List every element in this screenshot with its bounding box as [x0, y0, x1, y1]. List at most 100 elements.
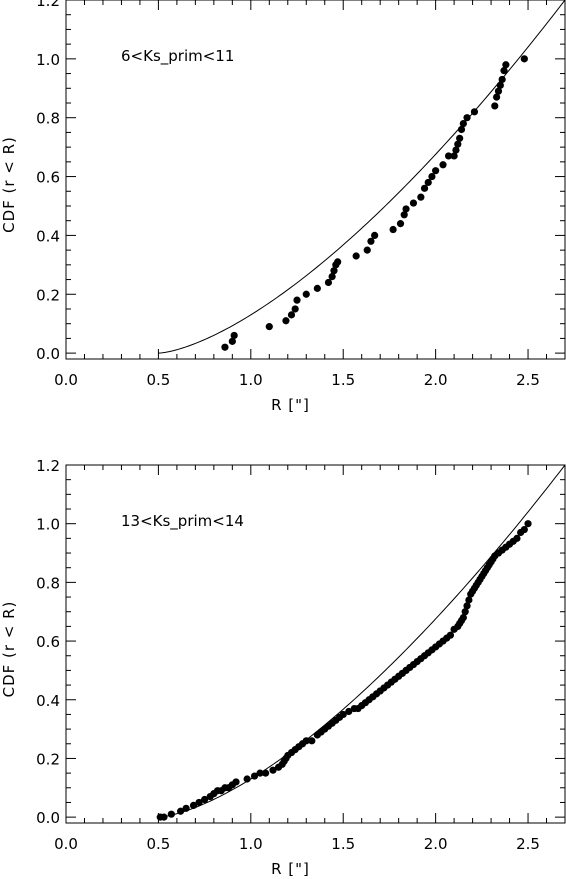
- x-tick-label: 1.0: [239, 371, 263, 389]
- x-tick-label: 1.5: [331, 835, 355, 853]
- y-tick-label: 0.4: [36, 692, 60, 710]
- x-axis-label: R ["]: [271, 860, 310, 878]
- data-point: [420, 184, 429, 192]
- data-point: [167, 810, 175, 818]
- data-point: [498, 75, 506, 84]
- y-tick-label: 0.0: [36, 809, 60, 827]
- data-point: [230, 331, 238, 340]
- y-tick-label: 0.6: [36, 169, 60, 187]
- x-tick-label: 2.5: [516, 835, 540, 853]
- x-tick-label: 2.0: [424, 371, 448, 389]
- y-tick-label: 1.0: [36, 51, 60, 69]
- x-tick-label: 0.5: [146, 371, 170, 389]
- data-point: [463, 114, 471, 122]
- y-axis-label: CDF (r < R): [0, 136, 18, 233]
- y-tick-label: 0.8: [36, 574, 60, 592]
- y-axis-label: CDF (r < R): [0, 601, 18, 698]
- data-point: [221, 343, 229, 351]
- data-point: [352, 252, 360, 260]
- data-point: [446, 631, 455, 639]
- data-point: [262, 769, 270, 777]
- data-point: [160, 813, 168, 821]
- data-point: [459, 119, 467, 128]
- data-point: [324, 278, 333, 287]
- data-point: [256, 769, 264, 777]
- data-point: [250, 772, 259, 780]
- data-point: [363, 246, 371, 254]
- data-point: [269, 766, 277, 774]
- data-point: [367, 237, 375, 245]
- data-point: [470, 108, 479, 116]
- data-point: [400, 211, 408, 219]
- model-curve: [158, 465, 565, 818]
- data-point: [265, 323, 273, 331]
- y-tick-label: 0.8: [36, 110, 60, 128]
- data-point: [334, 258, 342, 266]
- data-point: [287, 311, 296, 319]
- data-point: [417, 193, 425, 201]
- y-tick-label: 1.2: [36, 0, 60, 10]
- data-point: [524, 520, 532, 528]
- data-point: [513, 534, 521, 542]
- data-point: [432, 167, 440, 175]
- data-point: [293, 296, 301, 304]
- data-point: [428, 172, 436, 181]
- data-point: [459, 613, 467, 622]
- data-point: [461, 608, 469, 616]
- x-axis-label: R ["]: [271, 396, 310, 414]
- chart-panel-2: 0.0 0.5 1.0 1.5 2.0 2.5 0.0 0.2 0.4 0.6 0.8 1.0 1.2 R…: [0, 457, 566, 878]
- data-point: [494, 87, 503, 95]
- data-point: [463, 602, 471, 610]
- x-tick-label: 1.0: [239, 835, 263, 853]
- panel-annotation: 13<Ks_prim<14: [121, 512, 244, 531]
- data-point: [302, 290, 310, 298]
- data-point: [243, 775, 251, 783]
- y-tick-label: 0.2: [36, 286, 60, 304]
- data-point: [454, 140, 462, 148]
- panel-annotation: 6<Ks_prim<11: [121, 47, 234, 66]
- data-point: [291, 305, 299, 313]
- y-tick-label: 0.4: [36, 227, 60, 245]
- data-point: [282, 317, 290, 325]
- data-point: [313, 284, 321, 292]
- x-tick-label: 1.5: [331, 371, 355, 389]
- data-point: [520, 55, 528, 63]
- data-point: [228, 337, 236, 345]
- data-point: [439, 161, 447, 169]
- data-point: [189, 801, 198, 809]
- data-point: [201, 795, 209, 804]
- x-tick-label: 2.5: [516, 371, 540, 389]
- data-point: [371, 231, 379, 240]
- data-point: [502, 61, 510, 69]
- data-point: [500, 67, 508, 75]
- y-tick-label: 1.0: [36, 516, 60, 534]
- data-point: [456, 134, 464, 142]
- x-tick-label: 0.0: [54, 371, 78, 389]
- y-tick-label: 0.2: [36, 750, 60, 768]
- data-point: [396, 220, 405, 228]
- data-point: [195, 798, 203, 807]
- x-tick-label: 0.5: [146, 835, 170, 853]
- data-point: [339, 710, 347, 719]
- x-tick-label: 0.0: [54, 835, 78, 853]
- data-point: [452, 146, 460, 154]
- data-point: [308, 737, 316, 745]
- data-point: [450, 152, 458, 160]
- data-point: [457, 125, 466, 134]
- chart-panel-1: 0.0 0.5 1.0 1.5 2.0 2.5 0.0 0.2 0.4 0.6 0.8 1.0 1.2 R…: [0, 0, 566, 414]
- data-point: [302, 737, 310, 745]
- data-point: [402, 205, 410, 213]
- data-point: [232, 778, 240, 786]
- y-tick-label: 0.6: [36, 633, 60, 651]
- data-point: [444, 152, 453, 160]
- data-point: [328, 273, 336, 281]
- data-point: [493, 93, 501, 101]
- data-point: [345, 707, 353, 716]
- data-point: [182, 804, 190, 812]
- data-point: [330, 267, 338, 275]
- plot-frame: [65, 464, 566, 824]
- x-tick-label: 2.0: [424, 835, 448, 853]
- y-tick-label: 1.2: [36, 457, 60, 475]
- data-point: [491, 102, 499, 110]
